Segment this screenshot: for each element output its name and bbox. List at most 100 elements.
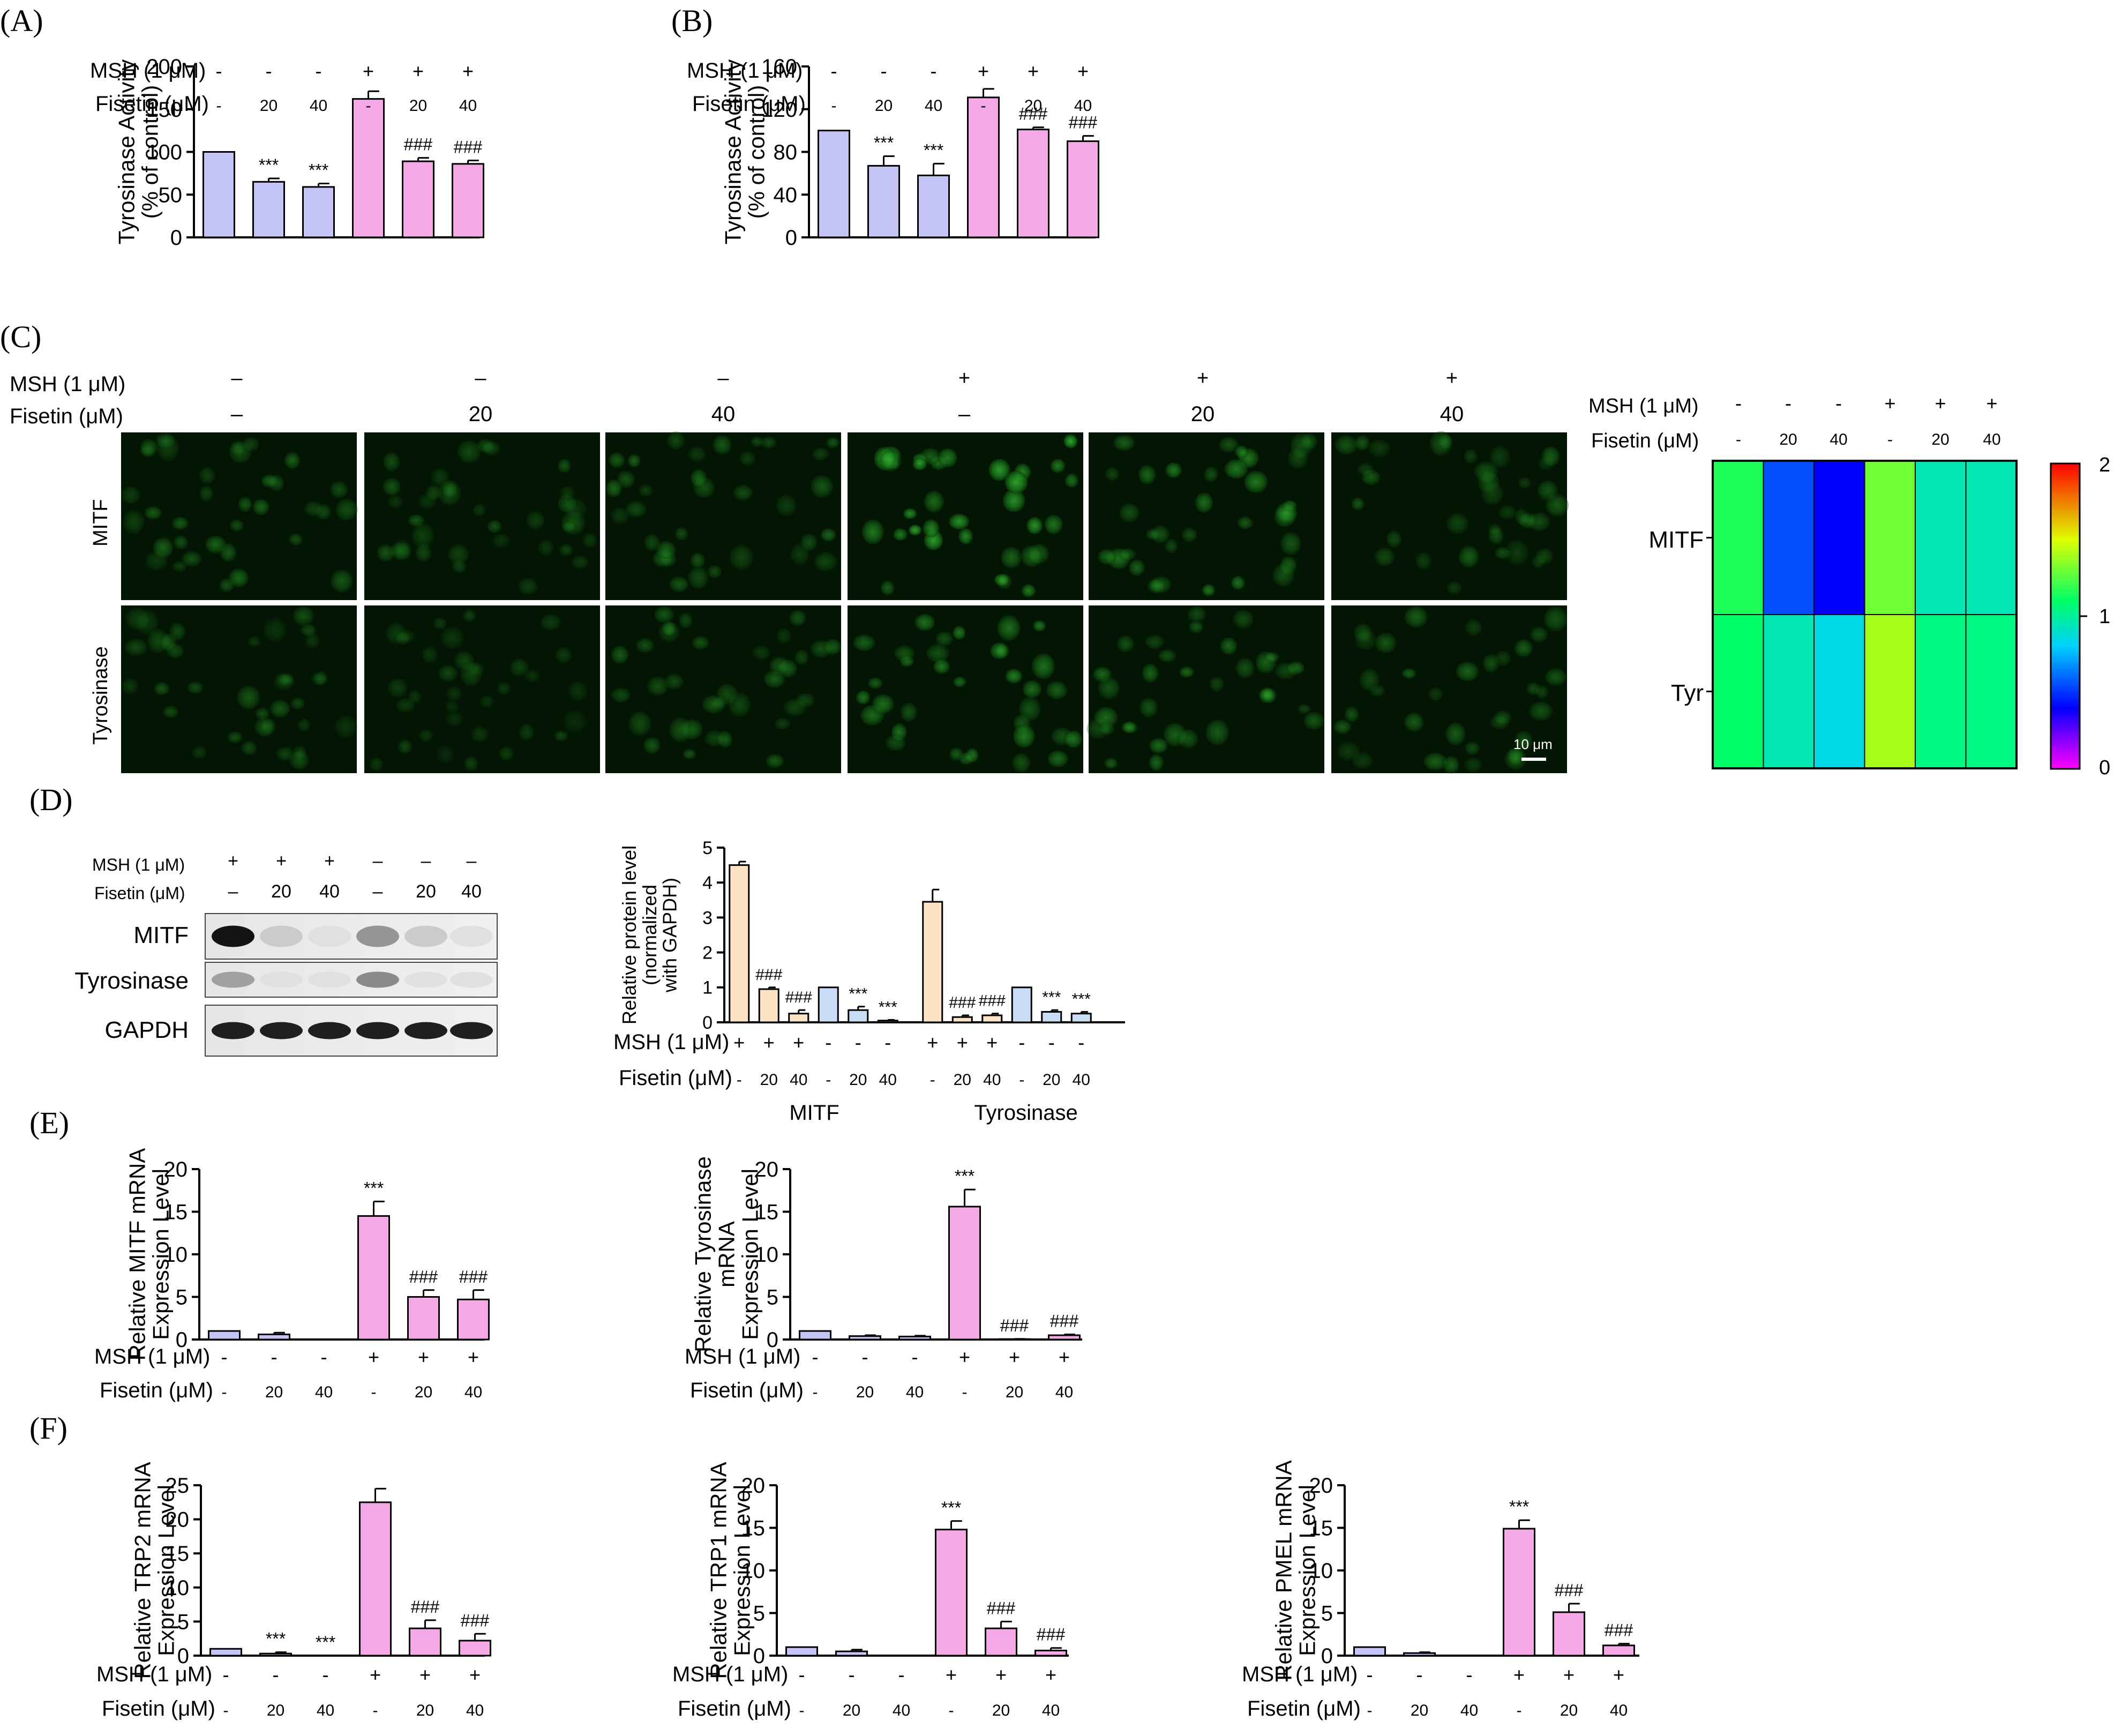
bar (867, 164, 900, 238)
cell (1026, 517, 1043, 534)
blot-band (450, 971, 493, 988)
cell (136, 609, 159, 635)
cell (1404, 606, 1428, 628)
msh-sign: - (1018, 1031, 1025, 1053)
cell (172, 560, 187, 572)
scale-bar: 10 μm (1513, 736, 1553, 761)
fisetin-sign: - (826, 1071, 831, 1089)
panel-label-D: (D) (29, 782, 73, 817)
cell (487, 520, 502, 533)
bar (981, 1014, 1003, 1023)
msh-sign: + (370, 1664, 381, 1686)
fisetin-row-label: Fisetin (μM) (95, 92, 209, 116)
cell (559, 486, 575, 499)
blot-fisetin-sign: 20 (271, 881, 291, 902)
fisetin-row-label: Fisetin (μM) (102, 1697, 215, 1720)
cell (933, 659, 950, 674)
fisetin-sign: 40 (906, 1383, 924, 1401)
cell (683, 749, 696, 759)
colorbar-tick-1: 1 (2099, 605, 2110, 628)
cell (227, 731, 243, 743)
cell (1046, 681, 1068, 700)
cell (497, 682, 511, 695)
cell (1464, 449, 1478, 464)
significance-label: ### (1050, 1311, 1079, 1330)
significance-label: *** (309, 161, 328, 180)
msh-sign: - (1078, 1031, 1084, 1053)
cell (814, 552, 837, 571)
cell (820, 528, 836, 542)
cell (1165, 538, 1178, 553)
fisetin-sign: - (831, 97, 837, 115)
cell (1158, 649, 1176, 663)
micrograph-background (605, 432, 841, 600)
cell (561, 521, 576, 533)
significance-label: ### (1555, 1581, 1584, 1600)
significance-label: ### (1069, 113, 1098, 132)
cell (924, 490, 944, 513)
cell (666, 431, 685, 450)
fisetin-sign: - (1517, 1702, 1522, 1719)
cell (261, 474, 278, 488)
cell (935, 631, 954, 646)
bar (209, 1648, 242, 1657)
bar (258, 1333, 290, 1341)
y-axis-label-line: with GAPDH) (659, 878, 681, 993)
significance-label: *** (879, 998, 897, 1016)
micrograph-background (1089, 605, 1324, 773)
y-tick-label: 20 (755, 1158, 779, 1181)
cell (1149, 738, 1168, 754)
panel-c-fisetin-sign: 40 (711, 402, 736, 426)
cell (1104, 758, 1118, 769)
cell (1119, 503, 1140, 522)
cell (811, 475, 834, 498)
cell (1401, 668, 1416, 679)
cell (499, 746, 514, 761)
cell (688, 566, 709, 589)
cell (1488, 523, 1502, 536)
fisetin-sign: 40 (893, 1702, 910, 1719)
bar (799, 1330, 831, 1341)
cell (776, 495, 797, 517)
msh-sign: - (216, 60, 222, 82)
cell (687, 446, 707, 462)
fisetin-sign: - (949, 1702, 954, 1719)
cell (538, 540, 554, 556)
y-tick-label: 15 (166, 1542, 190, 1566)
fisetin-sign: - (1367, 1702, 1373, 1719)
y-axis-label-line: Relative PMEL mRNA (1271, 1460, 1296, 1681)
fisetin-sign: 20 (265, 1383, 283, 1401)
cell (1224, 459, 1248, 479)
fisetin-sign: 40 (310, 97, 327, 115)
msh-sign: + (927, 1031, 938, 1053)
blot-band (260, 971, 303, 988)
blot-row-label-tyrosinase: Tyrosinase (74, 968, 189, 994)
fisetin-sign: 40 (315, 1383, 333, 1401)
heatmap-fisetin-label: Fisetin (μM) (1591, 430, 1699, 452)
cell (155, 432, 175, 448)
cell (679, 612, 693, 628)
heatmap-msh-sign: + (1935, 392, 1946, 414)
micrograph (848, 605, 1083, 773)
cell (571, 555, 589, 569)
msh-sign: + (733, 1031, 745, 1053)
msh-sign: - (862, 1346, 868, 1368)
cell (220, 543, 237, 562)
cell (144, 506, 162, 520)
micrograph (1089, 432, 1324, 600)
bar (1403, 1652, 1436, 1657)
heatmap-msh-sign: + (1884, 392, 1895, 414)
cell (1275, 662, 1296, 679)
cell (1344, 706, 1359, 722)
cell (482, 441, 500, 456)
fisetin-sign: - (216, 97, 222, 115)
cell (568, 680, 588, 701)
cell (1050, 459, 1066, 473)
significance-label: *** (924, 140, 943, 160)
y-axis-label-line: (% of control) (744, 85, 769, 219)
cell (163, 706, 179, 719)
cell (392, 539, 411, 562)
fisetin-sign: - (1019, 1071, 1024, 1089)
cell (1033, 620, 1046, 632)
cell (751, 436, 764, 447)
